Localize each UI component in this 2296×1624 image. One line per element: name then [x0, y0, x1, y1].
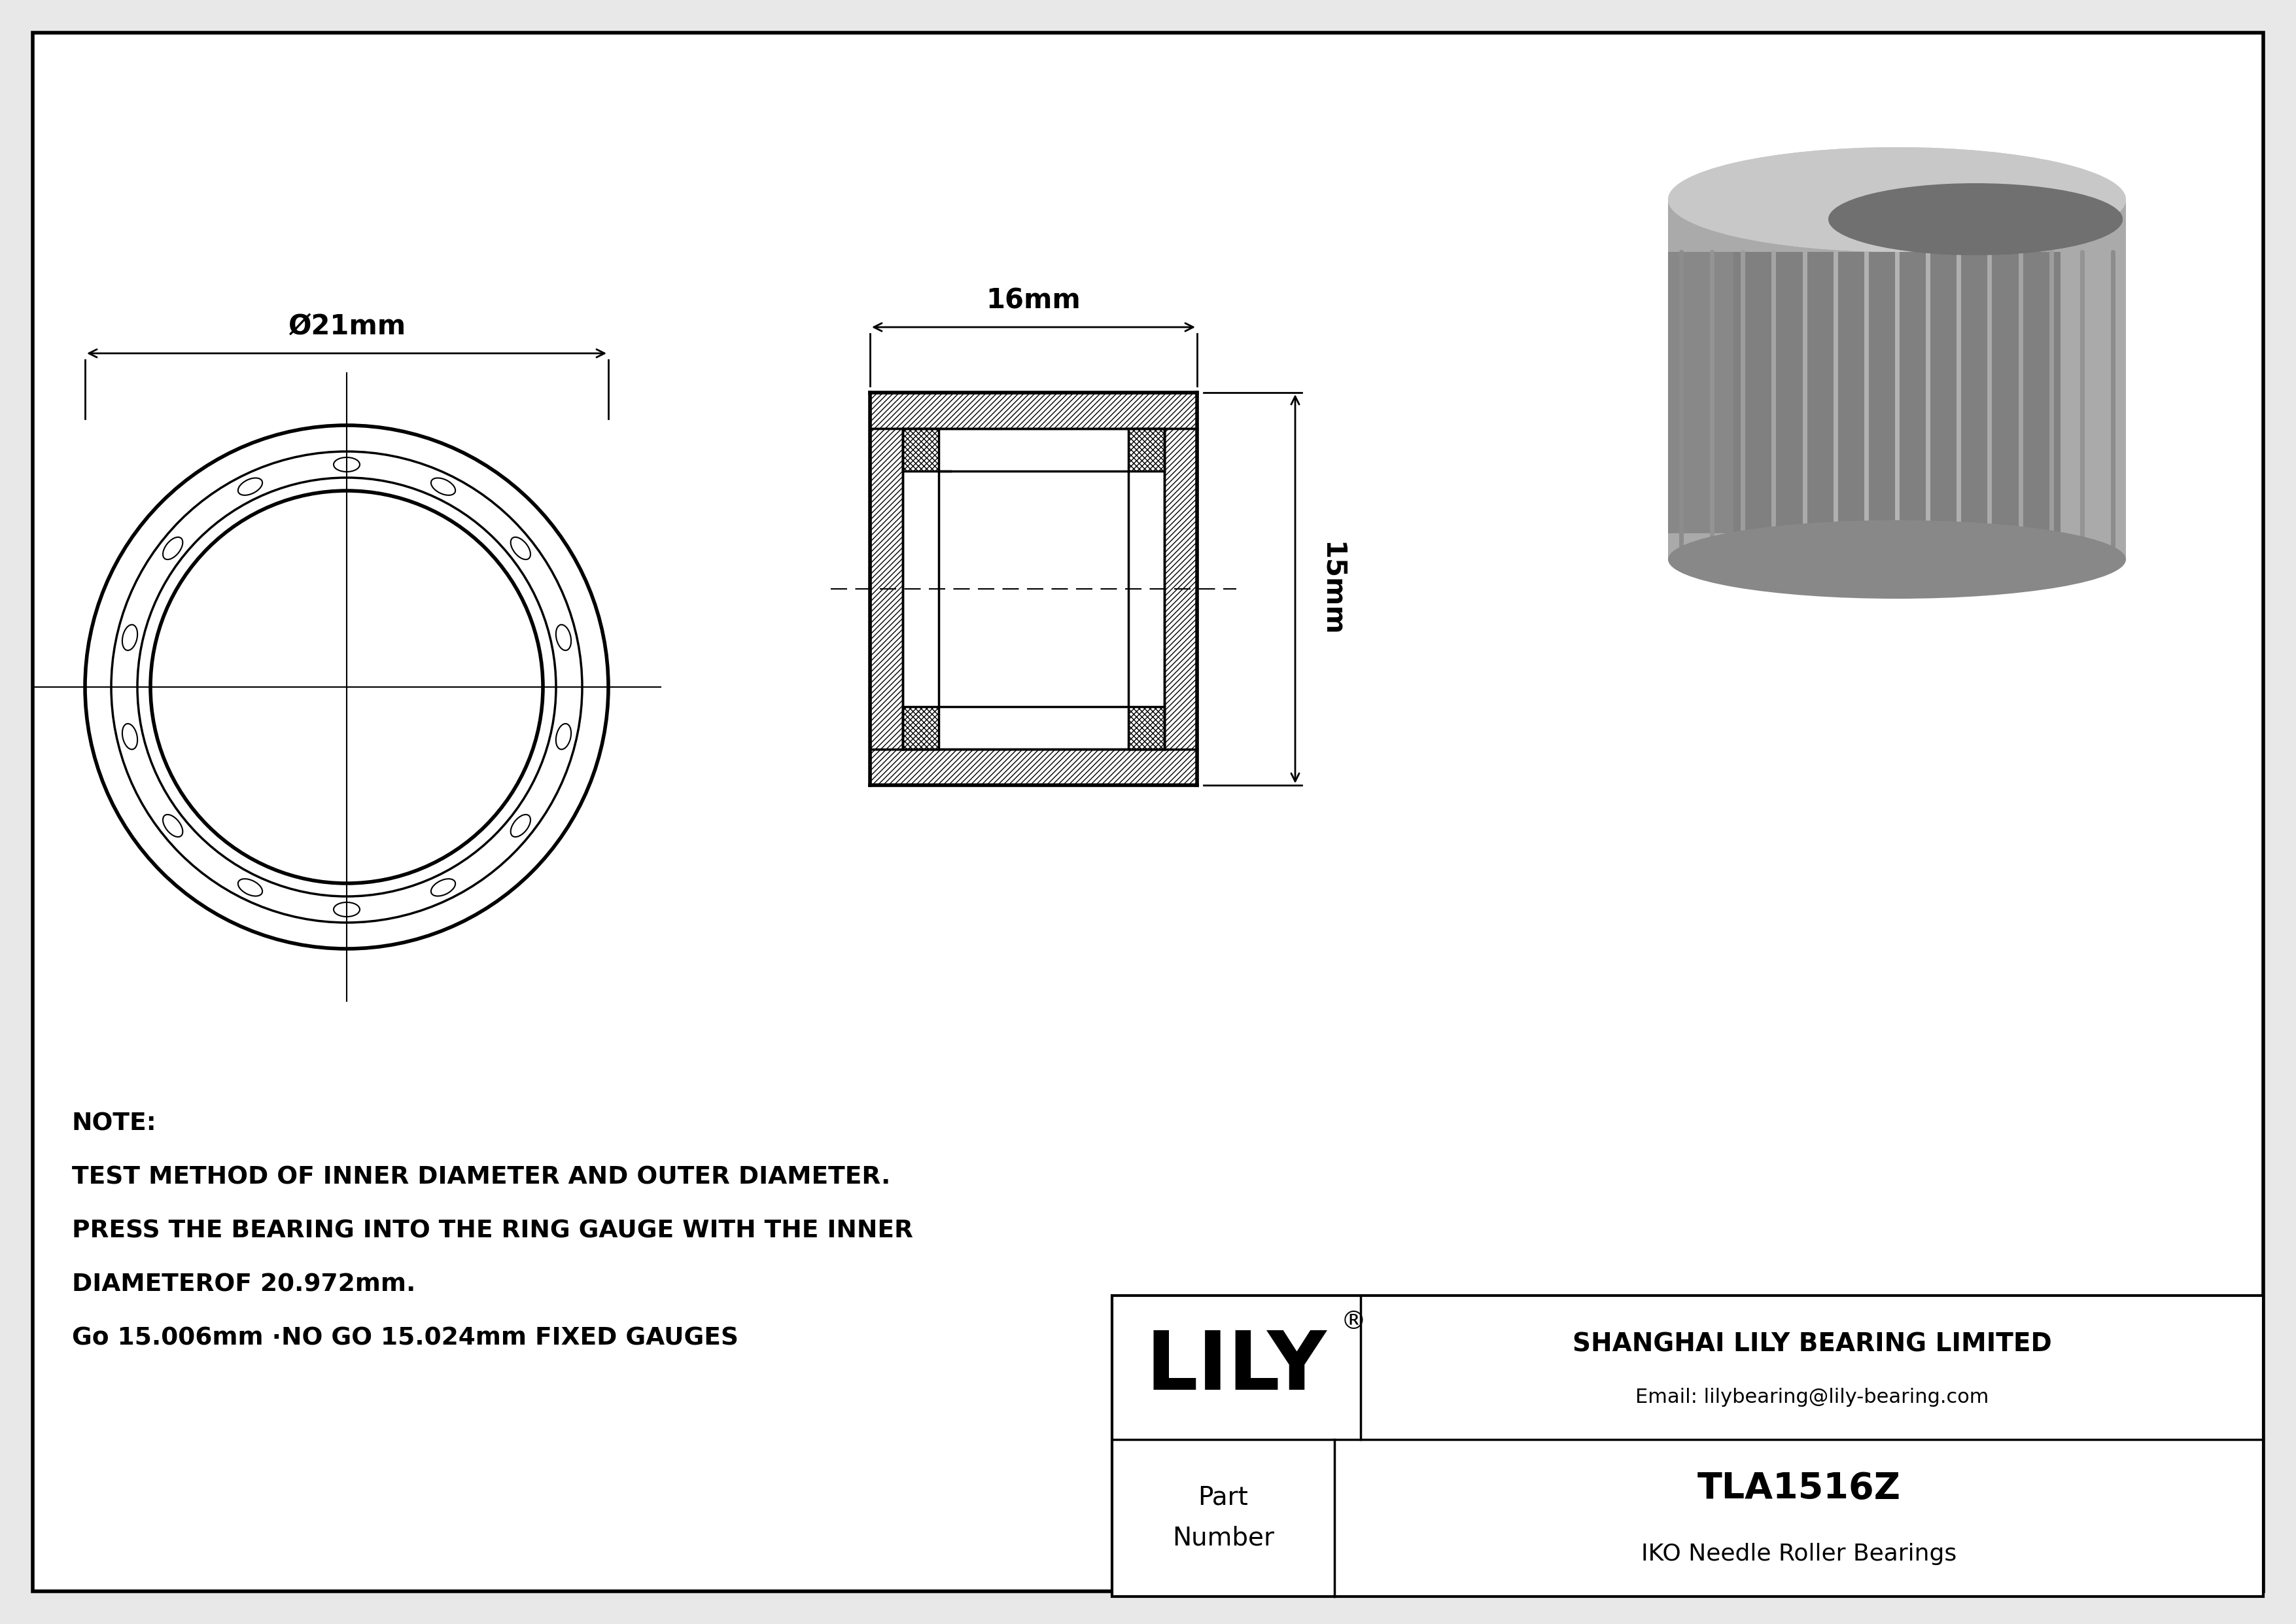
Bar	[902, 429, 939, 471]
Text: 16mm: 16mm	[987, 286, 1081, 313]
Ellipse shape	[1828, 184, 2124, 255]
Text: Go 15.006mm ·NO GO 15.024mm FIXED GAUGES: Go 15.006mm ·NO GO 15.024mm FIXED GAUGES	[71, 1327, 739, 1351]
Bar	[902, 706, 939, 749]
Bar	[1127, 429, 1164, 471]
Text: NOTE:: NOTE:	[71, 1112, 156, 1135]
Ellipse shape	[1667, 520, 2126, 599]
Bar	[870, 429, 902, 749]
Text: Part
Number: Part Number	[1173, 1486, 1274, 1551]
Ellipse shape	[1667, 148, 2126, 252]
Text: TLA1516Z: TLA1516Z	[1697, 1471, 1901, 1505]
Bar	[1164, 429, 1196, 749]
Ellipse shape	[1828, 184, 2124, 255]
Bar	[870, 393, 1196, 429]
Text: SHANGHAI LILY BEARING LIMITED: SHANGHAI LILY BEARING LIMITED	[1573, 1332, 2053, 1358]
Bar	[1164, 429, 1196, 749]
Text: LILY: LILY	[1146, 1328, 1327, 1406]
Text: Email: lilybearing@lily-bearing.com: Email: lilybearing@lily-bearing.com	[1635, 1387, 1988, 1406]
Text: IKO Needle Roller Bearings: IKO Needle Roller Bearings	[1642, 1543, 1956, 1566]
Text: TEST METHOD OF INNER DIAMETER AND OUTER DIAMETER.: TEST METHOD OF INNER DIAMETER AND OUTER …	[71, 1166, 891, 1189]
Text: ®: ®	[1341, 1309, 1366, 1335]
Bar	[870, 749, 1196, 784]
Bar	[1733, 252, 2060, 533]
Bar	[1127, 706, 1164, 749]
Text: 15mm: 15mm	[1318, 541, 1345, 637]
Ellipse shape	[1667, 148, 2126, 252]
Circle shape	[85, 425, 608, 948]
Bar	[1111, 1296, 2264, 1596]
Text: Ø21mm: Ø21mm	[287, 313, 406, 341]
Bar	[1127, 429, 1164, 471]
Text: PRESS THE BEARING INTO THE RING GAUGE WITH THE INNER: PRESS THE BEARING INTO THE RING GAUGE WI…	[71, 1220, 914, 1244]
Bar	[902, 706, 939, 749]
Bar	[939, 471, 1127, 706]
Bar	[870, 393, 1196, 429]
Bar	[1127, 706, 1164, 749]
Bar	[902, 429, 939, 471]
Bar	[1667, 200, 2126, 559]
Bar	[1667, 252, 1733, 533]
Text: DIAMETEROF 20.972mm.: DIAMETEROF 20.972mm.	[71, 1273, 416, 1298]
Bar	[870, 749, 1196, 784]
Bar	[870, 429, 902, 749]
